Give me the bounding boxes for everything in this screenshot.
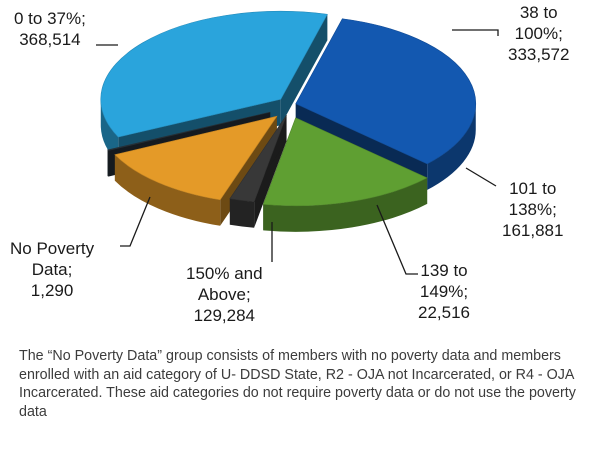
pie-chart: 38 to 100%; 333,572 101 to 138%; 161,881 139… <box>10 3 570 325</box>
pie-slice-top <box>114 115 278 201</box>
pie-slice-top <box>100 10 328 138</box>
leader-line-no-poverty-data <box>120 196 151 247</box>
pie-slice-top <box>262 117 428 207</box>
pie-slice-wall <box>280 14 328 126</box>
pie-chart-svg <box>96 10 499 275</box>
pie-slice-top <box>295 18 477 165</box>
label-150-and-above: 150% and Above; 129,284 <box>186 264 263 325</box>
label-139-to-149: 139 to 149%; 22,516 <box>418 261 470 322</box>
label-101-to-138: 101 to 138%; 161,881 <box>502 179 564 240</box>
pie-slice-side <box>100 99 119 164</box>
footnote: The “No Poverty Data” group consists of … <box>19 348 576 420</box>
label-38-to-100: 38 to 100%; 333,572 <box>508 3 570 64</box>
label-0-to-37: 0 to 37%; 368,514 <box>14 9 86 49</box>
label-no-poverty-data: No Poverty Data; 1,290 <box>10 239 95 300</box>
pie-slice-top <box>229 115 287 203</box>
leader-line-139-to-149 <box>376 204 418 275</box>
pie-slice-side <box>114 154 221 226</box>
pie-slice-side <box>427 103 476 190</box>
leader-line-101-to-138 <box>465 167 497 187</box>
pie-slice-side <box>229 198 255 228</box>
leader-line-38-to-100 <box>452 29 499 36</box>
pie-slice-101-to-138 <box>262 117 428 232</box>
pie-slice-139-to-149 <box>229 115 287 228</box>
pie-slice-side <box>263 177 428 232</box>
pie-slice-top <box>107 111 271 151</box>
pie-slice-side <box>107 149 109 177</box>
